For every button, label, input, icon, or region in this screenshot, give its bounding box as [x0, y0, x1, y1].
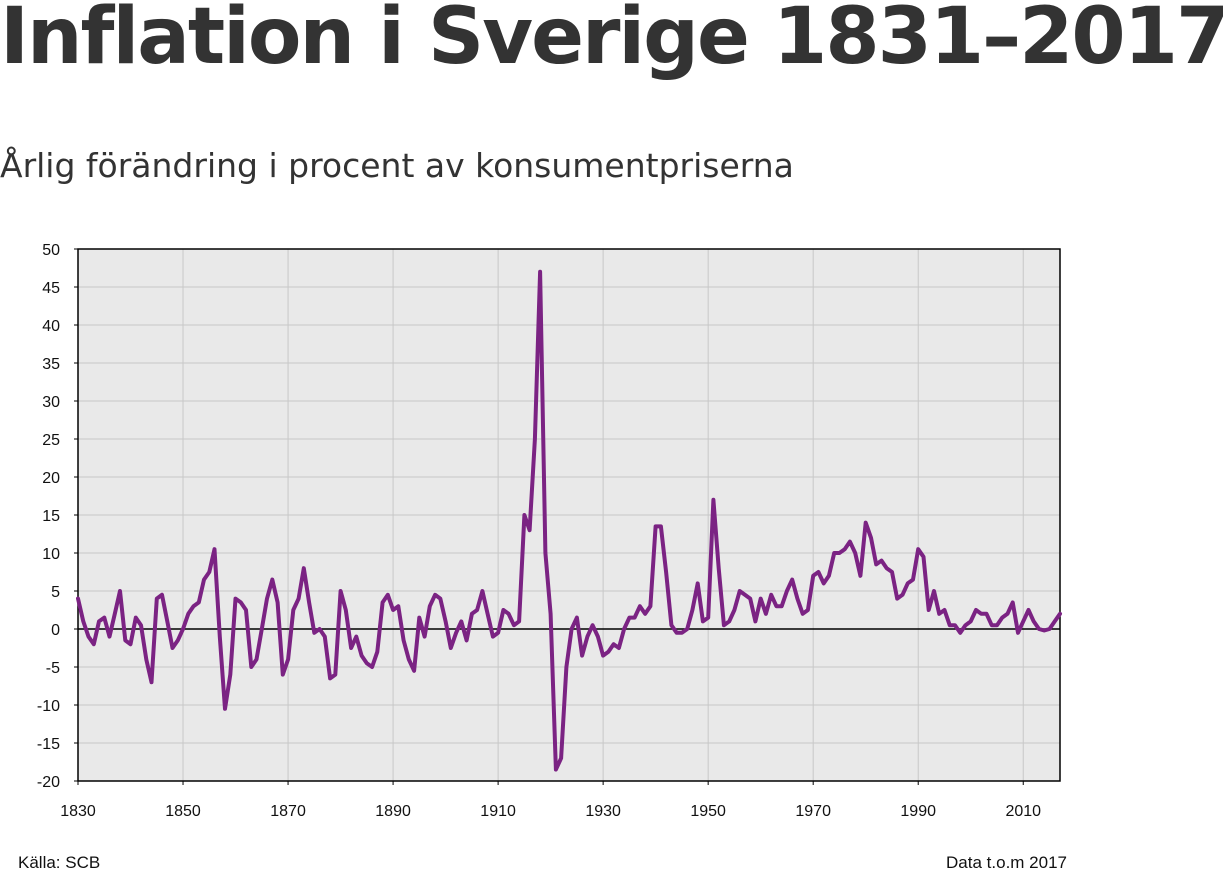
- chart-title: Inflation i Sverige 1831–2017: [0, 0, 1223, 82]
- data-note: Data t.o.m 2017: [946, 853, 1067, 872]
- x-tick-label: 1990: [900, 803, 936, 820]
- x-tick-label: 2010: [1005, 803, 1041, 820]
- y-tick-label: -20: [37, 774, 60, 791]
- inflation-series-line: [76, 269, 1062, 772]
- y-tick-label: 15: [42, 508, 60, 525]
- y-tick-label: 40: [42, 318, 60, 335]
- x-tick-label: 1870: [270, 803, 306, 820]
- y-tick-label: 0: [51, 622, 60, 639]
- y-tick-label: 20: [42, 470, 60, 487]
- y-tick-label: -5: [46, 660, 60, 677]
- x-tick-label: 1830: [60, 803, 96, 820]
- y-tick-label: 30: [42, 394, 60, 411]
- x-tick-label: 1970: [795, 803, 831, 820]
- x-tick-label: 1910: [480, 803, 516, 820]
- x-tick-label: 1890: [375, 803, 411, 820]
- y-tick-label: 50: [42, 242, 60, 259]
- y-tick-label: 45: [42, 280, 60, 297]
- chart-subtitle: Årlig förändring i procent av konsumentp…: [0, 146, 794, 185]
- x-tick-label: 1950: [690, 803, 726, 820]
- y-tick-label: -15: [37, 736, 60, 753]
- x-tick-label: 1930: [585, 803, 621, 820]
- y-tick-label: 25: [42, 432, 60, 449]
- source-label: Källa: SCB: [18, 853, 101, 872]
- y-tick-label: 5: [51, 584, 60, 601]
- x-tick-label: 1850: [165, 803, 201, 820]
- y-tick-label: 10: [42, 546, 60, 563]
- y-tick-label: -10: [37, 698, 60, 715]
- y-tick-label: 35: [42, 356, 60, 373]
